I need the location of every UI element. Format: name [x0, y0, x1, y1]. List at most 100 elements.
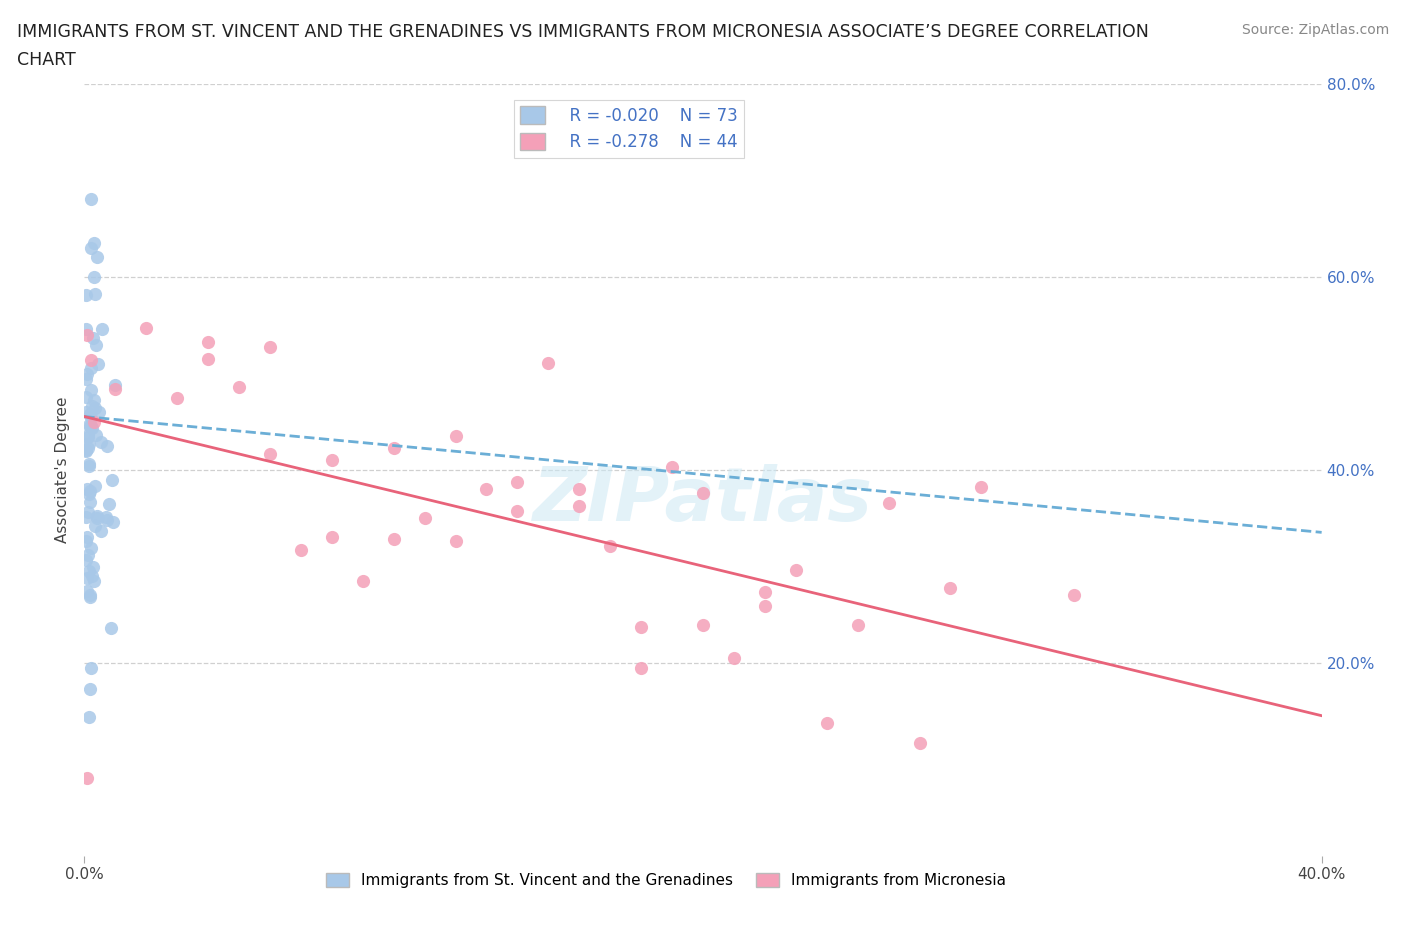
Point	[84, 338, 107, 352]
Point	[815, 715, 838, 730]
Text: Source: ZipAtlas.com: Source: ZipAtlas.com	[1241, 23, 1389, 37]
Point	[506, 474, 529, 489]
Point	[96, 512, 118, 527]
Point	[90, 322, 112, 337]
Point	[96, 510, 118, 525]
Point	[76, 430, 98, 445]
Text: CHART: CHART	[17, 51, 76, 69]
Point	[89, 405, 111, 419]
Point	[86, 509, 108, 524]
Point	[83, 415, 105, 430]
Point	[79, 410, 101, 425]
Point	[77, 437, 100, 452]
Point	[290, 542, 312, 557]
Point	[98, 497, 121, 512]
Point	[77, 457, 100, 472]
Point	[77, 710, 100, 724]
Point	[83, 286, 105, 301]
Point	[75, 371, 97, 386]
Point	[76, 366, 98, 381]
Point	[76, 570, 98, 585]
Point	[75, 444, 97, 458]
Point	[80, 568, 103, 583]
Point	[754, 599, 776, 614]
Point	[754, 585, 776, 600]
Point	[692, 485, 714, 500]
Point	[970, 480, 993, 495]
Point	[80, 661, 103, 676]
Point	[79, 406, 101, 421]
Point	[568, 498, 591, 513]
Point	[846, 618, 869, 632]
Point	[96, 439, 118, 454]
Point	[80, 541, 103, 556]
Point	[79, 418, 101, 432]
Point	[506, 504, 529, 519]
Point	[382, 441, 405, 456]
Point	[76, 440, 98, 455]
Point	[104, 378, 127, 392]
Point	[166, 391, 188, 405]
Point	[104, 381, 127, 396]
Point	[321, 530, 343, 545]
Point	[79, 486, 101, 501]
Point	[76, 548, 98, 563]
Point	[79, 418, 101, 433]
Point	[80, 420, 103, 435]
Point	[83, 270, 105, 285]
Point	[83, 235, 105, 250]
Point	[599, 538, 621, 553]
Point	[86, 250, 108, 265]
Point	[1063, 588, 1085, 603]
Point	[84, 479, 107, 494]
Point	[79, 484, 101, 498]
Point	[76, 428, 98, 443]
Point	[84, 427, 107, 442]
Point	[76, 390, 98, 405]
Point	[75, 552, 97, 567]
Point	[84, 518, 107, 533]
Point	[908, 736, 931, 751]
Point	[79, 352, 101, 367]
Point	[77, 564, 100, 578]
Point	[79, 494, 101, 509]
Point	[82, 560, 104, 575]
Point	[75, 509, 97, 524]
Point	[75, 287, 97, 302]
Point	[82, 398, 104, 413]
Point	[79, 192, 101, 206]
Point	[90, 435, 112, 450]
Point	[77, 505, 100, 520]
Point	[100, 620, 122, 635]
Point	[723, 650, 745, 665]
Point	[352, 574, 374, 589]
Point	[75, 534, 97, 549]
Y-axis label: Associate's Degree: Associate's Degree	[55, 396, 70, 543]
Legend: Immigrants from St. Vincent and the Grenadines, Immigrants from Micronesia: Immigrants from St. Vincent and the Gren…	[319, 867, 1012, 895]
Point	[79, 682, 101, 697]
Point	[80, 360, 103, 375]
Point	[382, 532, 405, 547]
Point	[76, 327, 98, 342]
Point	[877, 496, 900, 511]
Point	[79, 588, 101, 603]
Point	[228, 380, 250, 395]
Text: IMMIGRANTS FROM ST. VINCENT AND THE GRENADINES VS IMMIGRANTS FROM MICRONESIA ASS: IMMIGRANTS FROM ST. VINCENT AND THE GREN…	[17, 23, 1149, 41]
Point	[84, 400, 107, 415]
Point	[75, 442, 97, 457]
Point	[475, 482, 498, 497]
Point	[75, 405, 97, 419]
Point	[79, 458, 101, 473]
Point	[197, 352, 219, 366]
Point	[939, 580, 962, 595]
Point	[259, 339, 281, 354]
Point	[103, 514, 125, 529]
Point	[76, 771, 98, 786]
Point	[87, 356, 110, 371]
Point	[568, 482, 591, 497]
Point	[661, 459, 683, 474]
Point	[321, 452, 343, 467]
Point	[259, 446, 281, 461]
Point	[82, 331, 104, 346]
Point	[101, 473, 124, 488]
